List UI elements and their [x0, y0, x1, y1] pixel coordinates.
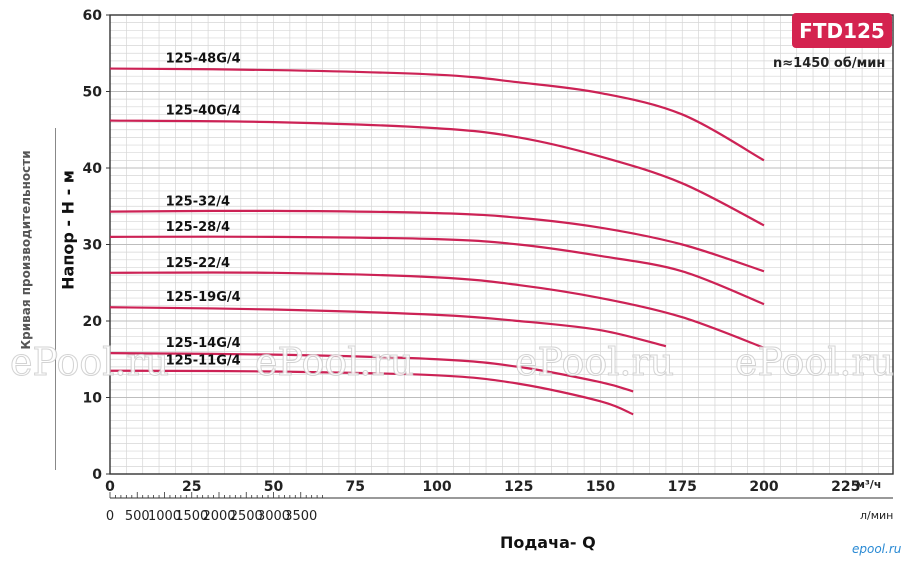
x-tick-label-m3h: 0: [105, 479, 115, 495]
watermark: ePool.ru: [734, 340, 895, 385]
series-line: [109, 209, 765, 273]
watermark: ePool.ru: [254, 340, 415, 385]
y-axis-title: Напор - Н - м: [58, 170, 78, 290]
series-label: 125-11G/4: [166, 354, 241, 369]
y-tick-label: 40: [83, 161, 103, 177]
series-line: [109, 119, 765, 227]
unit-lmin-label: л/мин: [860, 509, 894, 522]
model-badge: FTD125: [792, 13, 892, 48]
x-tick-label-m3h: 200: [749, 479, 778, 495]
x-tick-label-lmin: 3500: [284, 509, 317, 524]
side-divider: [55, 128, 56, 470]
unit-m3h-label: м³/ч: [856, 478, 882, 491]
x-tick-label-m3h: 25: [182, 479, 201, 495]
x-tick-label-m3h: 75: [346, 479, 365, 495]
x-tick-label-m3h: 225: [831, 479, 860, 495]
y-tick-label: 0: [92, 467, 102, 483]
series-label: 125-28/4: [166, 220, 230, 235]
series-label: 125-19G/4: [166, 290, 241, 305]
series-label: 125-40G/4: [166, 104, 241, 119]
y-tick-label: 10: [83, 391, 103, 407]
x-tick-label-lmin: 2000: [202, 509, 235, 524]
series-line: [109, 369, 634, 416]
series-line: [109, 352, 634, 393]
watermark: ePool.ru: [9, 340, 170, 385]
side-label: Кривая производительности: [19, 150, 33, 350]
y-tick-label: 20: [83, 314, 103, 330]
series-label: 125-14G/4: [166, 336, 241, 351]
x-tick-label-lmin: 0: [106, 509, 114, 524]
speed-label: n≈1450 об/мин: [773, 56, 886, 71]
y-tick-label: 50: [83, 85, 103, 101]
y-tick-label: 60: [83, 8, 103, 24]
x-tick-label-m3h: 125: [504, 479, 533, 495]
y-tick-label: 30: [83, 238, 103, 254]
x-tick-label-lmin: 3000: [257, 509, 290, 524]
corner-watermark: epool.ru: [852, 542, 902, 556]
x-tick-label-m3h: 100: [422, 479, 451, 495]
series-line: [109, 67, 765, 162]
x-tick-label-lmin: 2500: [230, 509, 263, 524]
series-label: 125-22/4: [166, 256, 230, 271]
series-line: [109, 235, 765, 306]
x-tick-label-lmin: 500: [125, 509, 150, 524]
series-label: 125-32/4: [166, 195, 230, 210]
watermark: ePool.ru: [514, 340, 675, 385]
x-tick-label-lmin: 1500: [175, 509, 208, 524]
x-tick-label-m3h: 50: [264, 479, 284, 495]
x-tick-label-m3h: 175: [668, 479, 697, 495]
x-tick-label-lmin: 1000: [148, 509, 181, 524]
series-line: [109, 306, 667, 348]
series-line: [109, 271, 765, 349]
series-label: 125-48G/4: [166, 52, 241, 67]
x-axis-title: Подача- Q: [500, 533, 596, 552]
x-tick-label-m3h: 150: [586, 479, 615, 495]
